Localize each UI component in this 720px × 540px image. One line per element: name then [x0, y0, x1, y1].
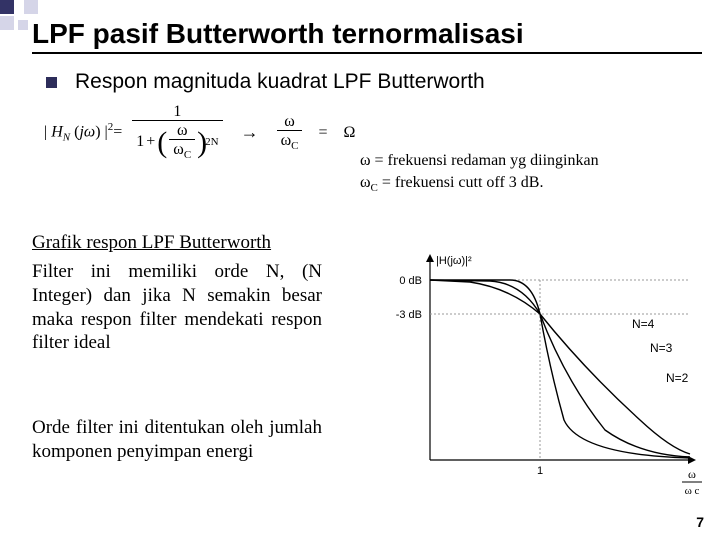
svg-text:0 dB: 0 dB — [399, 275, 422, 287]
formula-rhs-frac: ω ωC — [277, 114, 303, 152]
def-line-1: ω = frekuensi redaman yg diinginkan — [360, 150, 599, 172]
formula-lhs: | HN (jω) |2= — [44, 121, 122, 144]
svg-text:ω c: ω c — [685, 485, 700, 497]
accent-square-light-2 — [0, 16, 14, 30]
svg-text:N=2: N=2 — [666, 371, 689, 385]
formula-fraction: 1 1 + ( ω ωC )2N — [132, 104, 222, 161]
accent-square-dark — [0, 0, 14, 14]
graph-heading: Grafik respon LPF Butterworth — [32, 232, 271, 254]
arrow-icon: → — [241, 122, 259, 143]
svg-text:-3 dB: -3 dB — [396, 309, 422, 321]
definitions: ω = frekuensi redaman yg diinginkan ωC =… — [360, 150, 599, 196]
bullet-icon — [46, 77, 57, 88]
svg-text:N=4: N=4 — [632, 317, 655, 331]
page-number: 7 — [696, 514, 704, 530]
svg-text:ω: ω — [688, 467, 696, 481]
bullet-text: Respon magnituda kuadrat LPF Butterworth — [75, 70, 485, 94]
formula-rhs-omega: Ω — [344, 124, 356, 142]
response-chart: |H(jω)|² 0 dB -3 dB 1 ω ω c N=4 N=3 N=2 — [370, 250, 710, 500]
formula: | HN (jω) |2= 1 1 + ( ω ωC )2N → ω ωC = … — [44, 104, 355, 161]
svg-text:1: 1 — [537, 465, 543, 477]
slide-title: LPF pasif Butterworth ternormalisasi — [32, 18, 702, 54]
paragraph-2: Orde filter ini ditentukan oleh jumlah k… — [32, 416, 322, 464]
accent-square-light-3 — [18, 20, 28, 30]
def-line-2: ωC = frekuensi cutt off 3 dB. — [360, 172, 599, 196]
svg-text:N=3: N=3 — [650, 341, 673, 355]
formula-rhs-eq: = — [318, 124, 327, 142]
accent-square-light — [24, 0, 38, 14]
paragraph-1: Filter ini memiliki orde N, (N Integer) … — [32, 260, 322, 355]
svg-text:|H(jω)|²: |H(jω)|² — [436, 255, 472, 267]
bullet-item: Respon magnituda kuadrat LPF Butterworth — [46, 70, 485, 94]
